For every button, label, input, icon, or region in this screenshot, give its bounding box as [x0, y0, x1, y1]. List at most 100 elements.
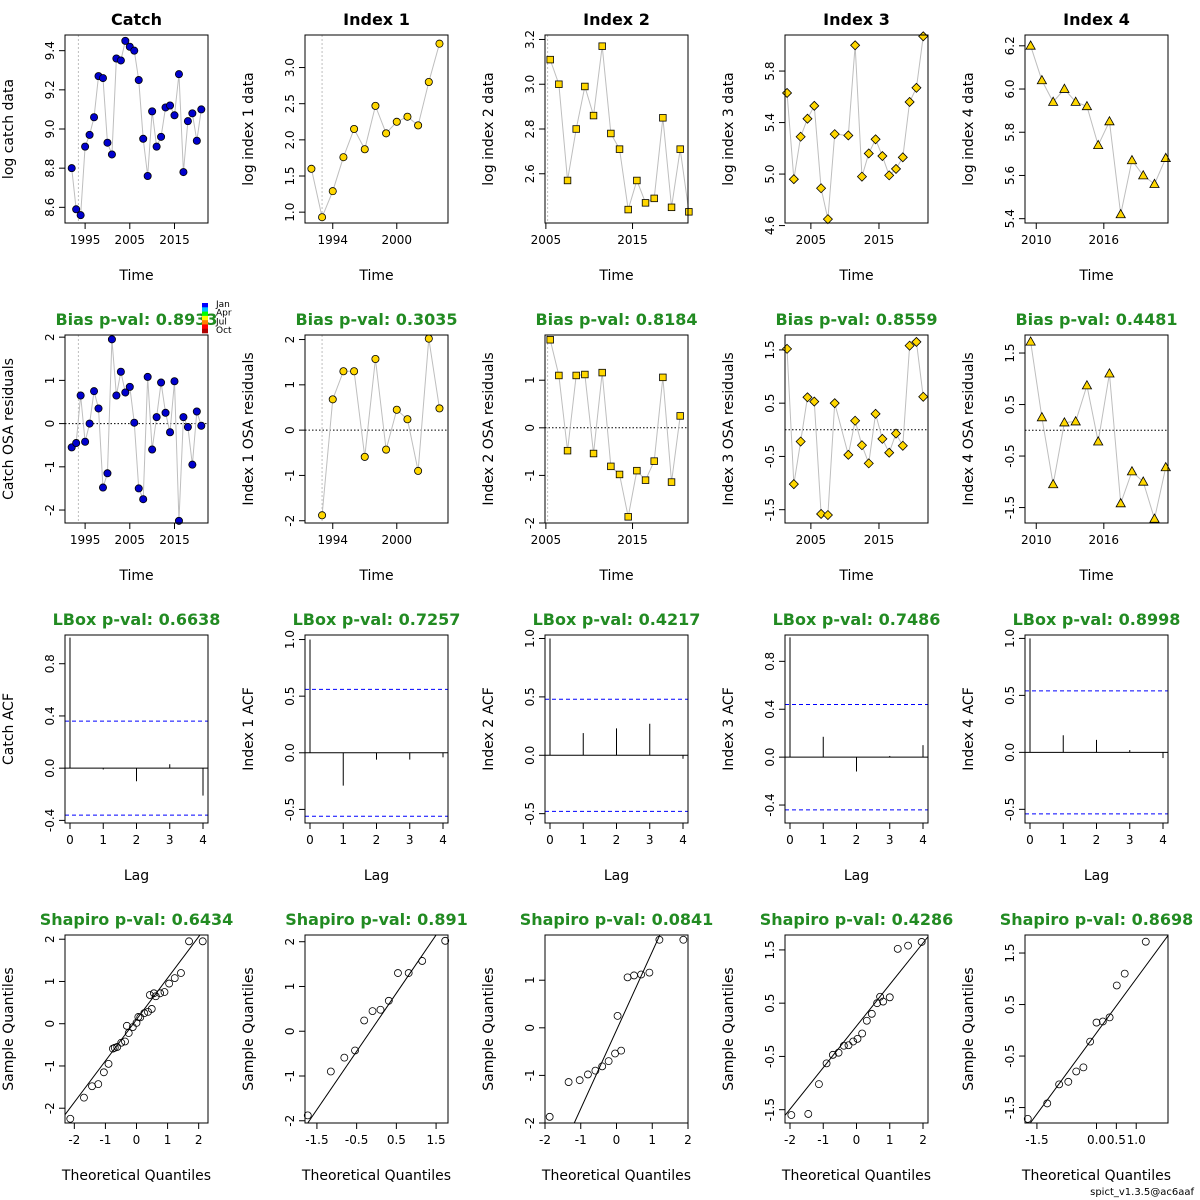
x-tick-label: 0	[613, 1133, 621, 1147]
season-legend-label: Jul	[215, 317, 227, 327]
x-axis-label: Theoretical Quantiles	[541, 1168, 691, 1184]
x-tick-label: 0.5	[387, 1133, 406, 1147]
x-tick-label: 2010	[1021, 233, 1052, 247]
data-point	[170, 377, 179, 386]
x-tick-label: 2005	[115, 233, 146, 247]
y-tick-label: 0.5	[1003, 995, 1017, 1014]
data-point	[911, 336, 922, 347]
data-point	[1115, 208, 1126, 219]
data-point	[183, 117, 192, 126]
data-point	[112, 391, 121, 400]
x-tick-label: 2015	[159, 533, 190, 547]
data-point	[850, 40, 861, 51]
data-point	[192, 136, 201, 145]
panel-data-1: Catch Time log catch data 1995 2005 2015 8.6 8.…	[1, 10, 209, 284]
data-point	[1025, 40, 1036, 50]
panel-qq-4: Shapiro p-val: 0.4286 Theoretical Quantil…	[721, 910, 953, 1184]
qq-point	[124, 1029, 133, 1037]
y-tick-label: 1.0	[1003, 629, 1017, 648]
qq-point	[117, 1038, 126, 1047]
data-point	[116, 367, 125, 376]
data-point	[624, 513, 632, 521]
qq-point	[340, 1053, 349, 1062]
y-tick-label: 2.8	[523, 119, 537, 138]
qq-point	[1105, 1013, 1114, 1022]
x-tick-label: 2000	[382, 533, 413, 547]
data-point	[1081, 100, 1093, 111]
y-tick-label: 5.0	[763, 165, 777, 184]
y-tick-label: 5.8	[763, 62, 777, 81]
x-tick-label: 1	[164, 1133, 172, 1147]
panel-acf-2: LBox p-val: 0.7257 Lag Index 1 ACF 0 1 2 3 4 -0.…	[241, 610, 460, 884]
y-tick-label: -0.5	[283, 798, 297, 821]
qq-point	[679, 935, 688, 944]
data-point	[392, 117, 401, 126]
y-tick-label: 5.6	[1003, 166, 1017, 185]
data-point	[90, 113, 99, 122]
season-color-swatch	[202, 311, 208, 317]
x-tick-label: 0	[1026, 833, 1034, 847]
plot-frame	[784, 34, 929, 224]
data-point	[863, 458, 874, 469]
x-axis-label: Theoretical Quantiles	[61, 1168, 211, 1184]
data-point	[884, 447, 895, 458]
panel-acf-5: LBox p-val: 0.8998 Lag Index 4 ACF 0 1 2 3 4 -0.…	[961, 610, 1180, 884]
qq-point	[862, 1016, 871, 1025]
y-axis-label: Index 2 ACF	[481, 687, 497, 771]
x-tick-label: 1	[99, 833, 107, 847]
data-point	[850, 415, 861, 426]
x-tick-label: 2015	[617, 233, 648, 247]
panel-acf-4: LBox p-val: 0.7486 Lag Index 3 ACF 0 1 2 3 4 -0.…	[721, 610, 940, 884]
qq-point	[1064, 1077, 1073, 1086]
y-tick-label: 0	[523, 1024, 537, 1032]
qq-point	[156, 989, 165, 998]
data-point	[1092, 436, 1104, 446]
data-point	[360, 452, 369, 461]
x-tick-label: -1.5	[1025, 1133, 1048, 1147]
x-tick-label: 2000	[382, 233, 413, 247]
qq-point	[1086, 1037, 1095, 1046]
y-tick-label: -2	[283, 1115, 297, 1127]
data-point	[802, 392, 813, 403]
data-point	[72, 439, 81, 448]
data-point	[1081, 379, 1093, 390]
qq-line	[1029, 935, 1168, 1123]
y-tick-label: -1	[283, 469, 297, 481]
qq-point	[110, 1043, 119, 1052]
data-point	[98, 483, 107, 492]
data-point	[897, 152, 908, 163]
y-tick-label: 5.4	[763, 113, 777, 132]
y-tick-label: -0.5	[1003, 444, 1017, 467]
panel-data-5: Index 4 Time log index 4 data 2010 2016 5.4 5.…	[961, 10, 1172, 284]
y-tick-label: -2	[283, 515, 297, 527]
y-axis-label: Index 1 ACF	[241, 687, 257, 771]
x-tick-label: 1	[819, 833, 827, 847]
y-tick-label: 1	[283, 381, 297, 389]
data-point	[1036, 411, 1048, 422]
y-axis-label: log catch data	[1, 79, 17, 179]
panel-osa-2: Bias p-val: 0.3035 Time Index 1 OSA residu…	[241, 310, 458, 584]
data-point	[615, 470, 624, 479]
y-tick-label: 3.0	[283, 58, 297, 77]
panel-title: Bias p-val: 0.3035	[295, 310, 457, 329]
qq-point	[584, 1070, 592, 1079]
x-tick-label: 2005	[796, 233, 827, 247]
data-point	[76, 211, 85, 220]
data-point	[1160, 152, 1172, 162]
qq-point	[575, 1076, 584, 1085]
y-tick-label: 0.4	[763, 700, 777, 719]
x-tick-label: 3	[886, 833, 894, 847]
x-tick-label: 1.0	[1127, 1133, 1146, 1147]
x-tick-label: 0	[853, 1133, 861, 1147]
qq-point	[368, 1007, 377, 1015]
data-point	[81, 437, 90, 446]
x-tick-label: -1	[99, 1133, 111, 1147]
x-tick-label: 2005	[115, 533, 146, 547]
y-axis-label: Index 4 ACF	[961, 687, 977, 771]
data-point	[816, 508, 827, 520]
panel-acf-3: LBox p-val: 0.4217 Lag Index 2 ACF 0 1 2 3 4 -0.…	[481, 610, 700, 884]
y-tick-label: 0.5	[763, 994, 777, 1013]
data-point	[107, 150, 116, 159]
plot-frame	[64, 334, 209, 524]
series-line	[549, 339, 681, 517]
